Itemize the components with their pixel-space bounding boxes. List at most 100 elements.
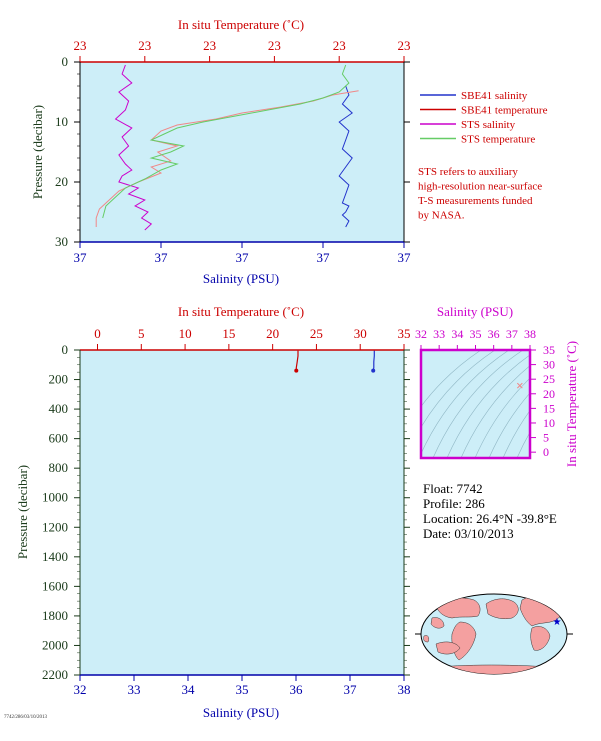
bottom-panel-salinity-tick-labels: 32 33 34 35 36 37 38 [74,675,411,697]
ts-salinity-tick-label: 34 [451,327,463,341]
ts-density-contour [502,410,530,458]
bottom-panel-temperature-tick-label: 0 [94,326,101,341]
ts-density-contour [488,392,530,458]
note-line: by NASA. [418,210,465,222]
ts-temperature-tick-label: 5 [543,431,549,445]
ts-density-contour [421,350,482,408]
bottom-panel-pressure-axis-title: Pressure (decibar) [15,465,30,559]
ts-temperature-tick-label: 15 [543,401,555,415]
bottom-panel-pressure-tick-label: 600 [49,431,69,446]
top-panel-salinity-tick-label: 37 [398,250,412,265]
top-panel-salinity-tick-label: 37 [317,250,331,265]
ts-salinity-tick-label: 38 [524,327,536,341]
note-line: high-resolution near-surface [418,181,542,193]
bottom-panel-pressure-tick-label: 1800 [42,608,68,623]
top-panel-temperature-tick-label: 23 [398,38,411,53]
bottom-panel-salinity-tick-label: 33 [128,682,141,697]
top-panel-temperature-tick-labels: 23 23 23 23 23 23 [74,38,411,62]
bottom-panel-plot-area [80,350,404,675]
bottom-panel-pressure-tick-label: 1200 [42,519,68,534]
sbe41-salinity-line [338,85,353,228]
ts-temperature-tick-label: 25 [543,372,555,386]
bottom-panel-salinity-tick-label: 37 [344,682,358,697]
float-location-star-icon: ★ [553,617,562,628]
ts-salinity-tick-label: 37 [506,327,518,341]
ts-density-contour [446,354,530,458]
bottom-panel-temperature-tick-labels: 0 5 10 15 20 25 30 35 [94,326,411,350]
top-panel-pressure-axis-title: Pressure (decibar) [30,105,45,199]
top-panel-temperature-tick-label: 23 [268,38,281,53]
sts-salinity-line [114,64,153,231]
top-panel-salinity-tick-label: 37 [74,250,88,265]
bottom-panel-temperature-tick-label: 5 [138,326,145,341]
ts-frame [419,348,532,460]
date: Date: 03/10/2013 [423,526,514,541]
bottom-panel-salinity-tick-label: 34 [182,682,196,697]
top-panel-pressure-tick-label: 20 [55,174,68,189]
legend-label: SBE41 temperature [461,105,548,117]
top-panel-salinity-tick-labels: 37 37 37 37 37 [74,242,412,265]
top-panel-temperature-axis-title: In situ Temperature (˚C) [178,17,304,32]
bottom-panel-pressure-tick-label: 2000 [42,637,68,652]
ts-temperature-tick-label: 0 [543,445,549,459]
note-line: T-S measurements funded [418,195,533,207]
bottom-panel-salinity-tick-label: 35 [236,682,249,697]
ts-diagram: Salinity (PSU) 32 33 34 35 36 37 38 0510152025… [415,304,579,467]
top-panel-plot-area [80,62,404,242]
sbe41-temperature-line [95,90,359,227]
sts-note: STS refers to auxiliary high-resolution n… [418,166,542,222]
bottom-panel-temperature-axis-title: In situ Temperature (˚C) [178,304,304,319]
ts-density-contour [421,350,496,428]
top-panel-salinity-axis-title: Salinity (PSU) [203,271,279,286]
ts-density-contour [421,350,510,455]
ts-points [516,382,523,389]
world-map: ★ [415,593,573,675]
top-panel-temperature-tick-label: 23 [138,38,151,53]
ts-temperature-tick-label: 30 [543,358,555,372]
bottom-panel-pressure-tick-label: 1400 [42,549,68,564]
full-profile-chart: In situ Temperature (˚C) 0 5 10 15 20 25 30 35 … [4,304,411,720]
legend-label: SBE41 salinity [461,90,528,102]
near-surface-chart: In situ Temperature (˚C) 23 23 23 23 23 23 0 1… [30,17,411,286]
top-panel-series [95,64,359,231]
ts-salinity-tick-labels: 32 33 34 35 36 37 38 [415,327,536,350]
bottom-panel-salinity-tick-label: 38 [398,682,411,697]
bottom-panel-temperature-tick-label: 10 [179,326,192,341]
ts-density-contour [432,350,524,458]
float-info: Float: 7742 Profile: 286 Location: 26.4°… [423,481,557,541]
full-temperature-line-end-point [294,368,299,373]
ts-salinity-tick-label: 36 [488,327,500,341]
bottom-panel-pressure-tick-label: 1600 [42,578,68,593]
bottom-panel-temperature-tick-label: 30 [354,326,367,341]
bottom-panel-series [294,350,376,373]
profile-number: Profile: 286 [423,496,485,511]
bottom-panel-temperature-tick-label: 15 [222,326,235,341]
legend: SBE41 salinity SBE41 temperature STS salin… [420,90,548,146]
bottom-panel-pressure-tick-label: 0 [62,342,69,357]
sts-temperature-line [102,64,350,219]
ts-density-contour [474,377,530,458]
bottom-panel-pressure-tick-label: 400 [49,401,69,416]
ts-density-contour [460,365,530,458]
ts-salinity-tick-label: 33 [433,327,445,341]
bottom-panel-salinity-tick-label: 32 [74,682,87,697]
ts-salinity-tick-label: 35 [470,327,482,341]
legend-label: STS temperature [461,134,535,146]
top-panel-salinity-tick-label: 37 [236,250,250,265]
float-number: Float: 7742 [423,481,483,496]
top-panel-pressure-tick-label: 30 [55,234,68,249]
bottom-panel-pressure-tick-label: 800 [49,460,69,475]
bottom-panel-temperature-tick-label: 35 [398,326,411,341]
ts-plot-area [421,350,530,458]
bottom-panel-temperature-tick-label: 25 [310,326,323,341]
top-panel-pressure-tick-label: 10 [55,114,68,129]
top-panel-temperature-tick-label: 23 [74,38,87,53]
ts-density-contours [421,350,530,458]
location: Location: 26.4°N -39.8°E [423,511,557,526]
bottom-panel-salinity-tick-label: 36 [290,682,304,697]
bottom-panel-pressure-tick-label: 200 [49,372,69,387]
ts-salinity-axis-title: Salinity (PSU) [437,304,513,319]
footer-id: 7742/286/03/10/2013 [4,715,48,720]
ts-temperature-tick-label: 35 [543,343,555,357]
